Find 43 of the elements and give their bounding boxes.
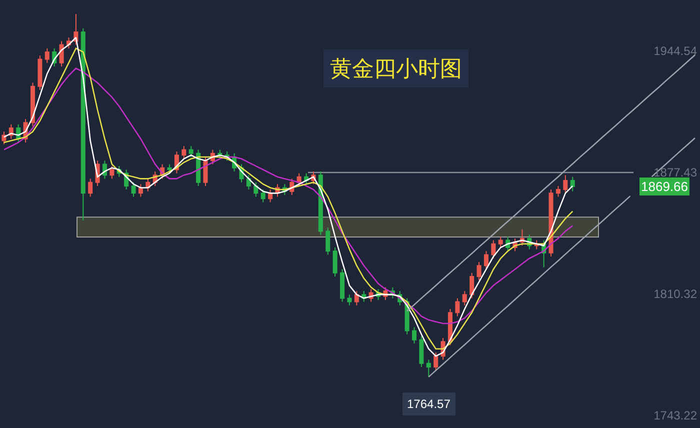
candlestick xyxy=(340,268,345,302)
y-tick-label: 1743.22 xyxy=(654,408,698,423)
candlestick xyxy=(498,236,503,248)
candlestick xyxy=(332,246,338,277)
candlestick xyxy=(470,272,474,299)
candlestick xyxy=(462,290,467,306)
candlestick xyxy=(2,131,6,145)
candlestick xyxy=(434,352,438,372)
candlestick xyxy=(167,164,172,174)
candlestick xyxy=(484,250,488,270)
candlestick xyxy=(246,174,251,190)
annotation: 1764.57 xyxy=(407,397,451,411)
candlestick xyxy=(347,294,352,306)
candlestick xyxy=(260,189,266,203)
candlestick xyxy=(182,146,186,160)
candlestick xyxy=(44,48,50,64)
candlestick xyxy=(491,240,496,259)
candlestick xyxy=(188,146,194,158)
y-tick-label: 1810.32 xyxy=(654,287,698,302)
candlestick xyxy=(419,336,424,368)
candlestick xyxy=(30,82,36,127)
candlestick xyxy=(426,359,431,378)
candlestick xyxy=(354,290,359,306)
candlestick xyxy=(570,176,575,192)
candlestick xyxy=(326,227,330,256)
candlestick xyxy=(563,174,568,194)
candlestick xyxy=(131,182,136,198)
candlestick xyxy=(38,55,42,90)
annotation: 1869.66 xyxy=(641,179,688,194)
candlestick xyxy=(455,298,460,317)
candlestick xyxy=(59,40,64,67)
y-tick-label: 1877.43 xyxy=(654,166,698,180)
candlestick xyxy=(476,261,482,281)
candlestick xyxy=(203,156,208,186)
candlestick xyxy=(88,178,93,198)
candlestick xyxy=(138,184,143,198)
candlestick xyxy=(80,28,86,221)
y-tick-label: 1944.54 xyxy=(654,44,698,58)
candlestick xyxy=(556,185,560,198)
candlestick xyxy=(412,326,417,344)
candlestick xyxy=(110,166,114,180)
text: 黄金四小时图 xyxy=(330,56,462,81)
candlestick xyxy=(254,182,258,198)
